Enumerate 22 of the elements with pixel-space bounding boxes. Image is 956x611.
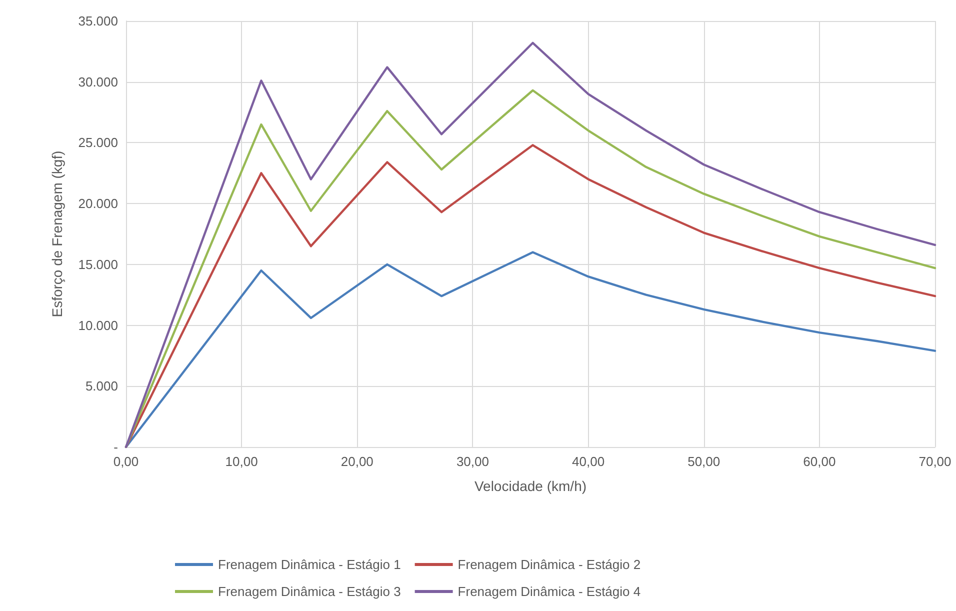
y-tick-label: - <box>114 440 118 454</box>
legend-label: Frenagem Dinâmica - Estágio 4 <box>458 584 641 599</box>
y-tick-label: 25.000 <box>78 135 118 150</box>
x-tick-label: 30,00 <box>456 454 489 469</box>
x-axis-title: Velocidade (km/h) <box>474 478 587 494</box>
legend-label: Frenagem Dinâmica - Estágio 3 <box>218 584 401 599</box>
legend-label: Frenagem Dinâmica - Estágio 1 <box>218 557 401 572</box>
x-tick-label: 70,00 <box>918 454 952 469</box>
x-tick-label: 40,00 <box>572 454 605 469</box>
x-tick-label: 50,00 <box>688 454 720 469</box>
x-tick-label: 10,00 <box>225 454 258 469</box>
y-tick-label: 10.000 <box>78 318 118 333</box>
y-tick-label: 30.000 <box>78 74 118 90</box>
x-tick-label: 0,00 <box>113 454 139 469</box>
y-tick-label: 5.000 <box>85 378 118 394</box>
legend-label: Frenagem Dinâmica - Estágio 2 <box>458 557 641 572</box>
x-tick-label: 60,00 <box>803 454 836 469</box>
y-tick-label: 15.000 <box>78 256 118 272</box>
y-tick-label: 20.000 <box>78 196 118 212</box>
y-axis-title: Esforço de Frenagem (kgf) <box>49 150 65 318</box>
y-tick-label: 35.000 <box>78 14 118 28</box>
x-tick-label: 20,00 <box>340 454 374 469</box>
